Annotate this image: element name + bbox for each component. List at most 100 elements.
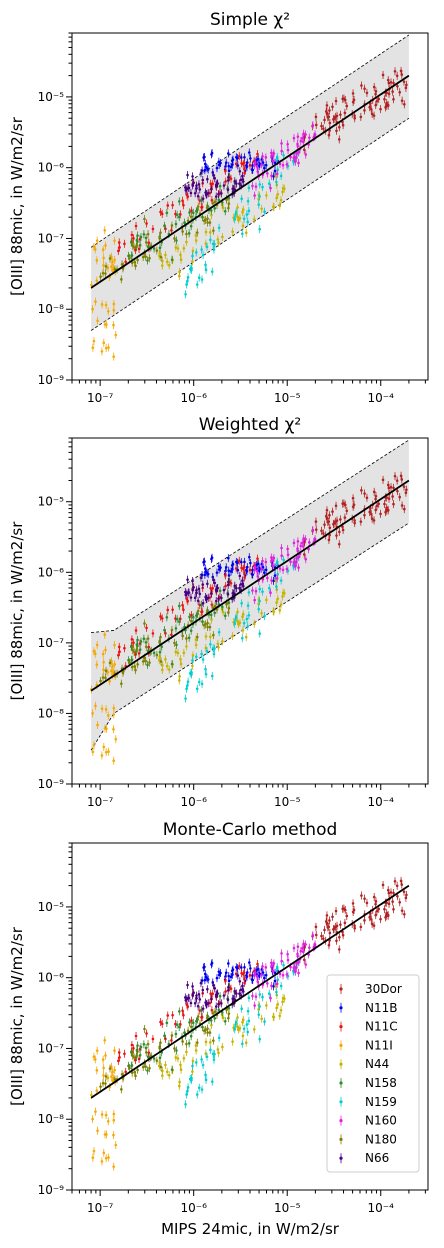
data-point — [238, 574, 242, 578]
data-point — [102, 264, 105, 267]
data-point — [400, 73, 404, 76]
plot-area — [90, 34, 410, 361]
data-point — [235, 560, 238, 564]
data-point — [110, 1075, 113, 1078]
data-point — [211, 1011, 215, 1015]
data-point — [334, 99, 338, 103]
data-point — [233, 1028, 237, 1031]
data-point — [236, 1025, 239, 1029]
data-point — [231, 634, 234, 638]
data-point — [285, 973, 289, 976]
data-point — [187, 591, 191, 594]
data-point — [351, 496, 355, 500]
data-point — [304, 943, 307, 946]
data-point — [247, 614, 251, 617]
data-point — [236, 1016, 239, 1019]
data-point — [214, 183, 218, 187]
data-point — [146, 637, 150, 640]
data-point — [387, 486, 391, 490]
data-point — [123, 646, 126, 650]
data-point — [314, 123, 318, 127]
data-point — [179, 1068, 183, 1071]
data-point — [241, 1020, 244, 1024]
data-point — [261, 161, 265, 164]
data-point — [205, 649, 209, 653]
data-point — [187, 996, 191, 1000]
data-point — [276, 192, 280, 196]
data-point — [332, 522, 335, 526]
data-point — [270, 174, 273, 178]
data-point — [200, 610, 203, 614]
data-point — [217, 198, 221, 202]
data-point — [240, 1007, 243, 1011]
data-point — [198, 188, 202, 191]
data-point — [236, 974, 240, 977]
data-point — [194, 655, 198, 659]
data-point — [363, 513, 366, 517]
data-point — [189, 596, 193, 599]
data-point — [231, 187, 235, 191]
data-point — [106, 714, 110, 717]
data-point — [175, 213, 179, 217]
x-axis-label: MIPS 24mic, in W/m2/sr — [161, 1220, 340, 1238]
data-point — [257, 607, 261, 611]
data-point — [253, 164, 256, 167]
data-point — [260, 973, 263, 976]
data-point — [104, 1075, 108, 1078]
data-point — [216, 642, 220, 646]
y-tick-label: 10⁻⁸ — [38, 302, 65, 316]
data-point — [159, 1065, 163, 1069]
data-point — [260, 163, 263, 166]
data-point — [297, 566, 300, 569]
data-point — [240, 966, 243, 969]
data-point — [178, 675, 181, 678]
data-point — [400, 883, 404, 886]
series-N66 — [184, 977, 245, 1013]
data-point — [258, 195, 261, 198]
data-point — [113, 663, 116, 666]
data-point — [212, 1039, 215, 1042]
data-point — [205, 245, 209, 249]
data-point — [360, 489, 363, 492]
data-point — [286, 547, 289, 551]
data-point — [195, 996, 198, 1000]
data-point — [387, 497, 391, 500]
data-point — [278, 567, 282, 570]
data-point — [215, 976, 219, 980]
data-point — [311, 123, 315, 127]
data-point — [112, 706, 116, 710]
y-tick-label: 10⁻⁸ — [38, 1112, 65, 1126]
data-point — [200, 682, 204, 686]
data-point — [374, 913, 378, 917]
data-point — [369, 506, 372, 510]
data-point — [238, 586, 241, 590]
data-point — [102, 660, 105, 664]
data-point — [112, 355, 115, 358]
data-point — [144, 236, 148, 240]
data-point — [120, 278, 123, 281]
data-point — [211, 201, 215, 205]
data-point — [199, 981, 203, 985]
data-point — [227, 979, 231, 983]
series-N11I — [90, 1036, 118, 1171]
data-point — [392, 907, 395, 911]
data-point — [166, 204, 170, 207]
data-point — [179, 662, 183, 666]
band-lower-line — [90, 117, 410, 331]
data-point — [245, 617, 249, 621]
data-point — [195, 1041, 199, 1044]
data-point — [213, 611, 217, 615]
data-point — [224, 584, 227, 588]
data-point — [103, 633, 107, 636]
data-point — [135, 244, 138, 247]
data-point — [189, 215, 193, 218]
data-point — [374, 508, 378, 512]
data-point — [130, 1043, 134, 1047]
data-point — [235, 155, 238, 159]
data-point — [245, 213, 249, 216]
data-point — [209, 238, 212, 242]
data-point — [221, 235, 224, 239]
data-point — [327, 943, 331, 947]
data-point — [236, 610, 239, 614]
data-point — [99, 679, 102, 683]
